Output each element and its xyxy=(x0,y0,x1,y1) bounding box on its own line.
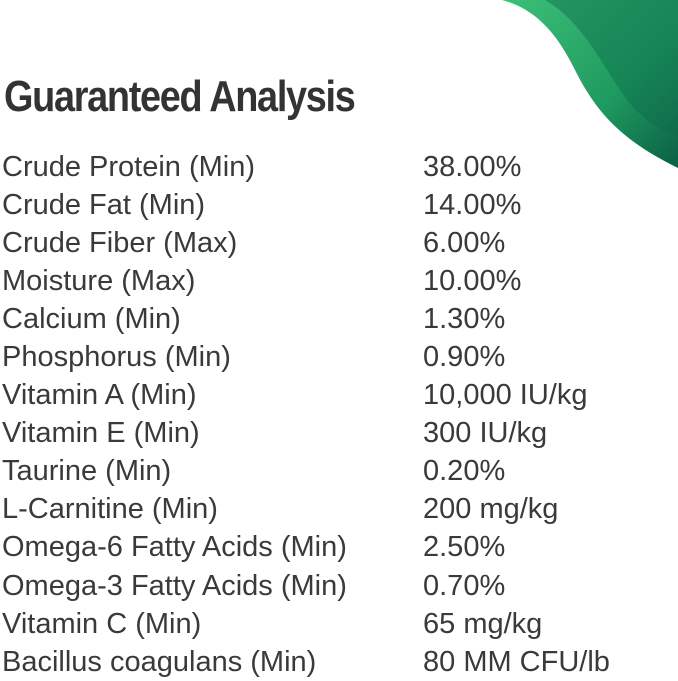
nutrient-value: 200 mg/kg xyxy=(423,493,559,526)
nutrient-value: 10,000 IU/kg xyxy=(423,379,588,412)
nutrient-value: 6.00% xyxy=(423,226,506,259)
page-title: Guaranteed Analysis xyxy=(4,72,356,121)
nutrient-value: 14.00% xyxy=(423,188,522,221)
table-row: Taurine (Min) 0.20% xyxy=(2,453,610,491)
table-row: Crude Fat (Min) 14.00% xyxy=(2,186,610,224)
nutrient-name: Vitamin E (Min) xyxy=(2,417,200,450)
nutrient-name: Crude Fiber (Max) xyxy=(2,226,238,259)
nutrient-name: Taurine (Min) xyxy=(2,455,172,488)
nutrient-value: 1.30% xyxy=(423,302,506,335)
table-row: Omega-3 Fatty Acids (Min) 0.70% xyxy=(2,567,610,605)
nutrient-value: 0.20% xyxy=(423,455,506,488)
table-row: L-Carnitine (Min) 200 mg/kg xyxy=(2,491,610,529)
nutrient-name: Calcium (Min) xyxy=(2,302,181,335)
nutrient-value: 0.70% xyxy=(423,569,506,602)
table-row: Vitamin C (Min) 65 mg/kg xyxy=(2,605,610,643)
nutrient-value: 300 IU/kg xyxy=(423,417,548,450)
nutrient-name: Vitamin C (Min) xyxy=(2,607,202,640)
table-row: Phosphorus (Min) 0.90% xyxy=(2,338,610,376)
table-row: Crude Fiber (Max) 6.00% xyxy=(2,224,610,262)
nutrient-value: 38.00% xyxy=(423,150,522,183)
nutrient-name: L-Carnitine (Min) xyxy=(2,493,218,526)
nutrient-name: Crude Fat (Min) xyxy=(2,188,206,221)
nutrient-name: Moisture (Max) xyxy=(2,264,196,297)
table-row: Omega-6 Fatty Acids (Min) 2.50% xyxy=(2,529,610,567)
nutrient-name: Omega-3 Fatty Acids (Min) xyxy=(2,569,347,602)
table-row: Calcium (Min) 1.30% xyxy=(2,300,610,338)
table-row: Vitamin E (Min) 300 IU/kg xyxy=(2,415,610,453)
nutrient-name: Phosphorus (Min) xyxy=(2,341,231,374)
nutrient-value: 2.50% xyxy=(423,531,506,564)
nutrient-value: 0.90% xyxy=(423,341,506,374)
table-row: Vitamin A (Min) 10,000 IU/kg xyxy=(2,377,610,415)
nutrient-name: Vitamin A (Min) xyxy=(2,379,197,412)
analysis-table: Crude Protein (Min) 38.00% Crude Fat (Min)… xyxy=(2,148,610,681)
nutrient-value: 65 mg/kg xyxy=(423,607,543,640)
nutrient-value: 80 MM CFU/lb xyxy=(423,645,610,678)
nutrient-name: Bacillus coagulans (Min) xyxy=(2,645,317,678)
table-row: Moisture (Max) 10.00% xyxy=(2,262,610,300)
nutrient-value: 10.00% xyxy=(423,264,522,297)
table-row: Bacillus coagulans (Min) 80 MM CFU/lb xyxy=(2,643,610,681)
table-row: Crude Protein (Min) 38.00% xyxy=(2,148,610,186)
nutrient-name: Crude Protein (Min) xyxy=(2,150,256,183)
nutrient-name: Omega-6 Fatty Acids (Min) xyxy=(2,531,347,564)
